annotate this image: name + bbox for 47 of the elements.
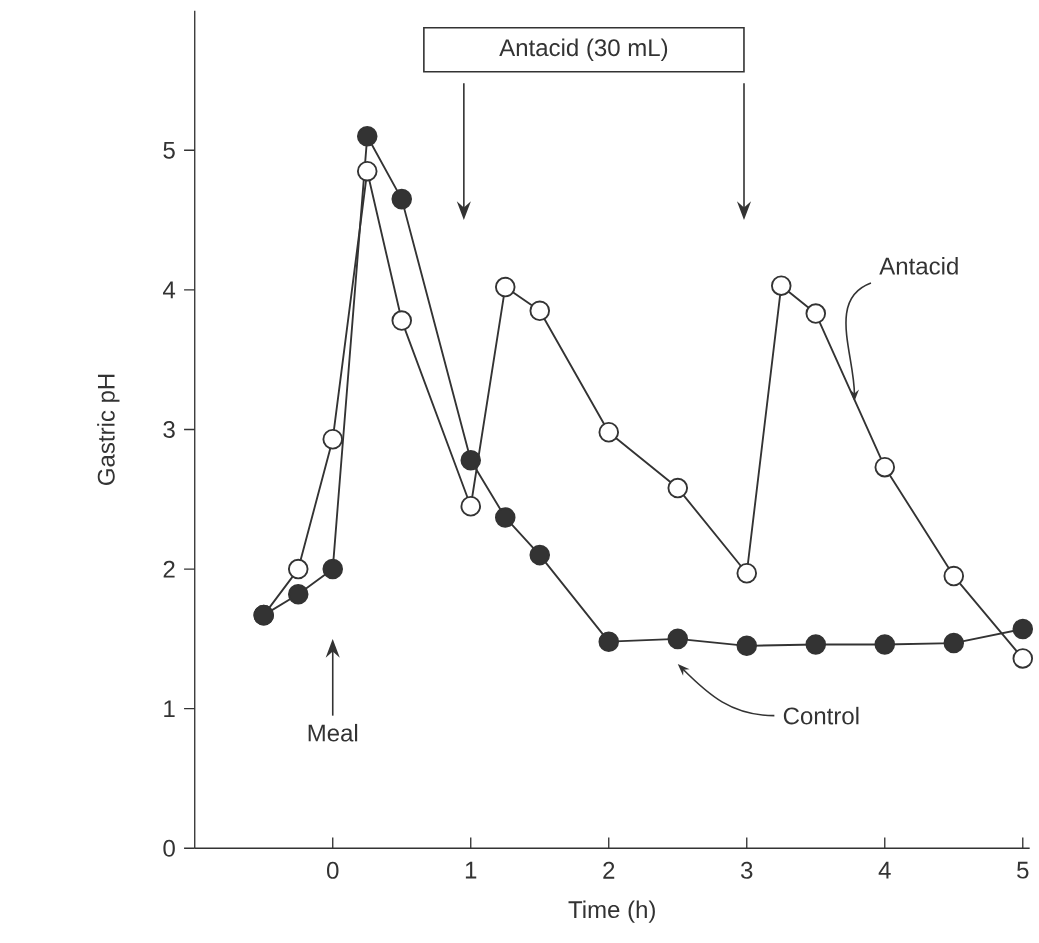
y-tick-label: 2 (163, 560, 175, 578)
point (529, 544, 551, 566)
point (874, 634, 896, 655)
point (770, 275, 792, 296)
y-axis-title: Gastric pH (97, 374, 120, 485)
point (391, 188, 413, 210)
point (667, 628, 689, 650)
point (943, 632, 965, 654)
point (322, 558, 344, 580)
point (736, 635, 758, 657)
x-tick-label: 3 (741, 861, 753, 879)
point (736, 563, 758, 584)
y-tick-label: 0 (163, 839, 175, 857)
point (494, 276, 516, 298)
point (322, 428, 344, 450)
y-tick-label: 1 (164, 700, 175, 717)
point (460, 495, 482, 517)
point (287, 558, 309, 580)
point (805, 303, 827, 324)
y-tick-label: 5 (163, 141, 175, 159)
point (356, 126, 378, 147)
point (1012, 618, 1034, 640)
x-tick-label: 4 (878, 861, 891, 879)
point (460, 449, 482, 471)
point (943, 565, 965, 587)
point (874, 456, 896, 478)
y-tick-label: 3 (163, 420, 175, 438)
x-tick-label: 0 (327, 861, 339, 879)
point (356, 160, 378, 182)
annotation: Antacid (30 mL) (499, 38, 668, 61)
x-tick-label: 1 (465, 861, 477, 879)
x-tick-label: 5 (1017, 861, 1029, 879)
point (391, 310, 413, 331)
point (598, 631, 620, 652)
y-tick-label: 4 (162, 281, 176, 299)
point (598, 422, 620, 443)
point (529, 300, 551, 322)
x-axis-title: Time (h) (568, 900, 655, 923)
point (287, 583, 309, 605)
text: Control (783, 706, 859, 725)
x-tick-label: 2 (603, 861, 615, 879)
annotation: Meal (308, 723, 358, 742)
point (494, 507, 516, 528)
point (805, 634, 827, 655)
point (1012, 648, 1034, 669)
point (667, 477, 689, 499)
text: Antacid (879, 257, 958, 275)
